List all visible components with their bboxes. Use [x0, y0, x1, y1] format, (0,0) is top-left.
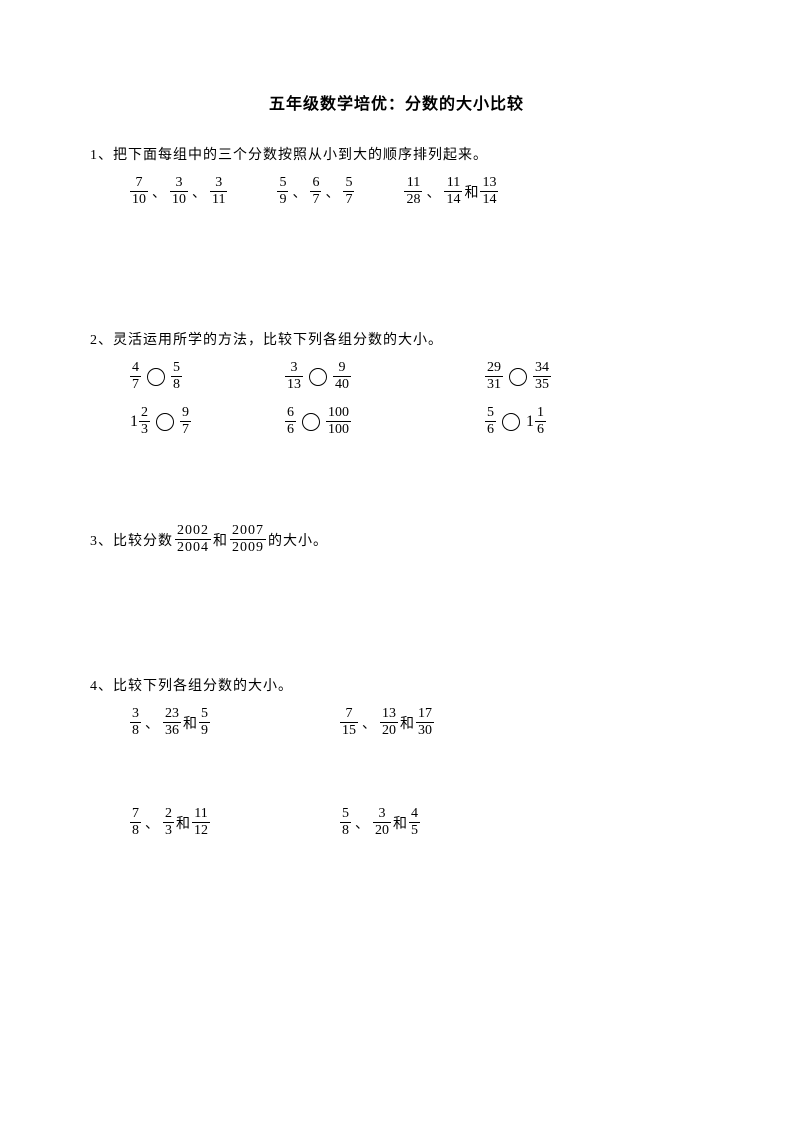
- problem-2-prompt: 2、灵活运用所学的方法，比较下列各组分数的大小。: [90, 329, 703, 349]
- fraction: 57: [343, 176, 354, 207]
- blank-circle-icon[interactable]: [309, 368, 327, 386]
- p1-group-1: 710 、 310 、 311: [130, 176, 227, 207]
- fraction: 1128: [404, 176, 422, 207]
- p4-group: 715 、 1320 和 1730: [340, 707, 434, 738]
- p2-pair: 66 100100: [285, 406, 485, 437]
- blank-circle-icon[interactable]: [302, 413, 320, 431]
- and-text: 和: [464, 182, 478, 202]
- blank-circle-icon[interactable]: [156, 413, 174, 431]
- separator: 、: [426, 182, 440, 202]
- separator: 、: [292, 182, 306, 202]
- fraction: 310: [170, 176, 188, 207]
- fraction: 1114: [444, 176, 462, 207]
- fraction: 1112: [192, 807, 210, 838]
- fraction: 67: [310, 176, 321, 207]
- and-text: 和: [176, 813, 190, 833]
- separator: 、: [145, 813, 159, 833]
- fraction: 715: [340, 707, 358, 738]
- problem-4-prompt: 4、比较下列各组分数的大小。: [90, 675, 703, 695]
- fraction: 59: [277, 176, 288, 207]
- fraction: 311: [210, 176, 227, 207]
- fraction: 1314: [480, 176, 498, 207]
- fraction: 97: [180, 406, 191, 437]
- p4-group: 58 、 320 和 45: [340, 807, 420, 838]
- p3-prefix: 3、比较分数: [90, 530, 173, 550]
- and-text: 和: [393, 813, 407, 833]
- fraction: 56: [485, 406, 496, 437]
- blank-circle-icon[interactable]: [502, 413, 520, 431]
- and-text: 和: [400, 713, 414, 733]
- problem-3: 3、比较分数 20022004 和 20072009 的大小。: [90, 524, 703, 657]
- fraction: 20022004: [175, 524, 211, 555]
- p3-mid: 和: [213, 530, 228, 550]
- fraction: 2336: [163, 707, 181, 738]
- blank-circle-icon[interactable]: [147, 368, 165, 386]
- problem-2-row-2: 123 97 66 100100 56 116: [130, 406, 703, 437]
- p2-pair: 313 940: [285, 361, 485, 392]
- problem-1-prompt: 1、把下面每组中的三个分数按照从小到大的顺序排列起来。: [90, 144, 703, 164]
- separator: 、: [145, 713, 159, 733]
- fraction: 320: [373, 807, 391, 838]
- problem-3-text: 3、比较分数 20022004 和 20072009 的大小。: [90, 524, 703, 555]
- fraction: 2931: [485, 361, 503, 392]
- fraction: 710: [130, 176, 148, 207]
- mixed-fraction: 123: [130, 406, 150, 437]
- fraction: 313: [285, 361, 303, 392]
- fraction: 100100: [326, 406, 351, 437]
- p2-pair: 123 97: [130, 406, 285, 437]
- fraction: 23: [163, 807, 174, 838]
- problem-1: 1、把下面每组中的三个分数按照从小到大的顺序排列起来。 710 、 310 、 …: [90, 144, 703, 311]
- separator: 、: [325, 182, 339, 202]
- p2-pair: 2931 3435: [485, 361, 551, 392]
- p1-group-3: 1128 、 1114 和 1314: [404, 176, 498, 207]
- p2-pair: 47 58: [130, 361, 285, 392]
- p4-group: 78 、 23 和 1112: [130, 807, 340, 838]
- fraction: 47: [130, 361, 141, 392]
- fraction: 3435: [533, 361, 551, 392]
- p4-group: 38 、 2336 和 59: [130, 707, 340, 738]
- problem-1-row: 710 、 310 、 311 59 、 67 、 57 1128 、 1114…: [130, 176, 703, 207]
- fraction: 58: [171, 361, 182, 392]
- page-title: 五年级数学培优：分数的大小比较: [90, 90, 703, 114]
- separator: 、: [192, 182, 206, 202]
- p1-group-2: 59 、 67 、 57: [277, 176, 354, 207]
- blank-circle-icon[interactable]: [509, 368, 527, 386]
- fraction: 59: [199, 707, 210, 738]
- separator: 、: [362, 713, 376, 733]
- problem-4: 4、比较下列各组分数的大小。 38 、 2336 和 59 715 、 1320…: [90, 675, 703, 838]
- fraction: 58: [340, 807, 351, 838]
- fraction: 45: [409, 807, 420, 838]
- fraction: 78: [130, 807, 141, 838]
- and-text: 和: [183, 713, 197, 733]
- separator: 、: [355, 813, 369, 833]
- problem-2-row-1: 47 58 313 940 2931 3435: [130, 361, 703, 392]
- problem-4-row-2: 78 、 23 和 1112 58 、 320 和 45: [130, 807, 703, 838]
- problem-4-row-1: 38 、 2336 和 59 715 、 1320 和 1730: [130, 707, 703, 738]
- mixed-fraction: 116: [526, 406, 546, 437]
- worksheet-page: 五年级数学培优：分数的大小比较 1、把下面每组中的三个分数按照从小到大的顺序排列…: [0, 0, 793, 838]
- p3-suffix: 的大小。: [268, 530, 328, 550]
- fraction: 940: [333, 361, 351, 392]
- fraction: 1730: [416, 707, 434, 738]
- fraction: 1320: [380, 707, 398, 738]
- p2-pair: 56 116: [485, 406, 546, 437]
- separator: 、: [152, 182, 166, 202]
- fraction: 20072009: [230, 524, 266, 555]
- fraction: 66: [285, 406, 296, 437]
- problem-2: 2、灵活运用所学的方法，比较下列各组分数的大小。 47 58 313 940 2…: [90, 329, 703, 506]
- fraction: 38: [130, 707, 141, 738]
